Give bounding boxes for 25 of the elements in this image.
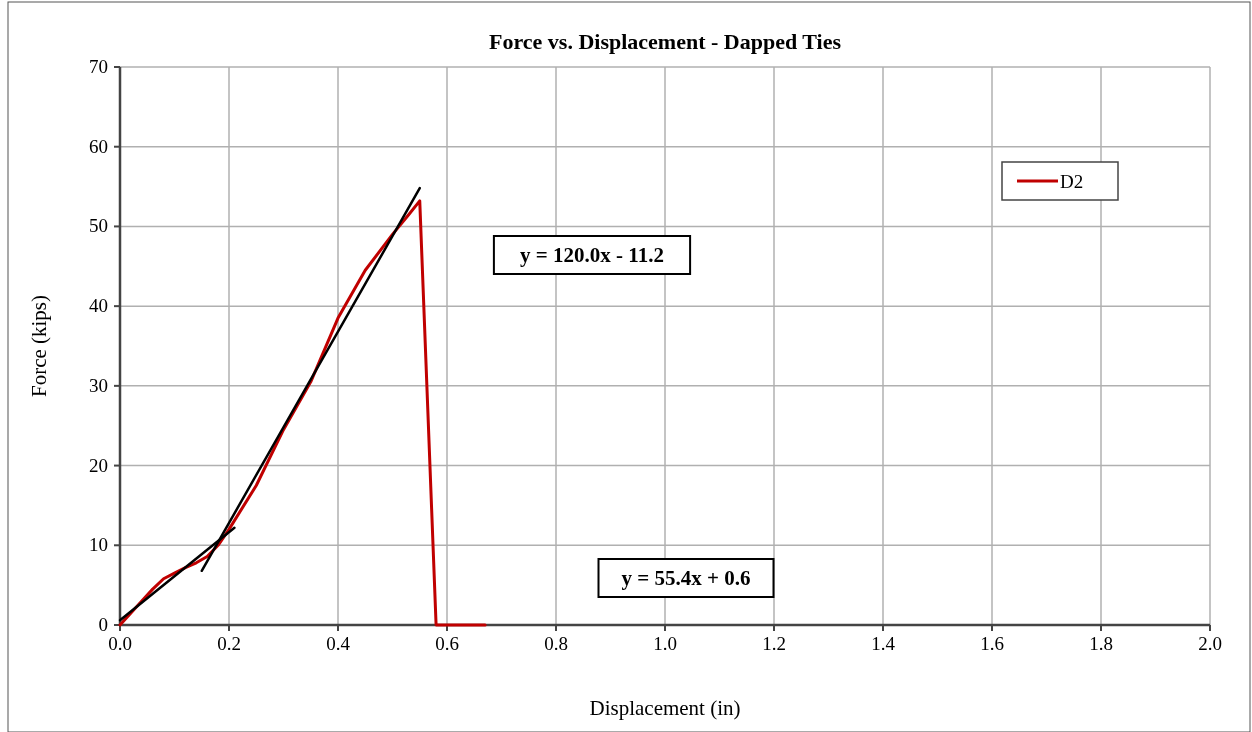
y-tick-label: 70 — [89, 56, 108, 77]
annotation: y = 120.0x - 11.2 — [520, 243, 664, 267]
annotation: y = 55.4x + 0.6 — [621, 566, 751, 590]
y-tick-label: 10 — [89, 534, 108, 556]
chart-title: Force vs. Displacement - Dapped Ties — [489, 29, 842, 54]
x-tick-label: 0.0 — [108, 633, 132, 654]
y-tick-label: 60 — [89, 135, 108, 157]
x-tick-label: 1.8 — [1089, 633, 1113, 654]
y-axis-title: Force (kips) — [27, 294, 51, 398]
x-tick-label: 2.0 — [1198, 633, 1222, 654]
x-tick-label: 1.4 — [871, 633, 896, 654]
x-tick-label: 0.8 — [544, 633, 568, 654]
legend-label: D2 — [1060, 171, 1084, 192]
x-tick-label: 0.6 — [435, 633, 459, 654]
x-tick-label: 0.4 — [326, 633, 351, 654]
y-tick-label: 30 — [89, 374, 108, 396]
y-tick-label: 0 — [98, 614, 108, 635]
x-tick-label: 1.6 — [980, 633, 1004, 654]
y-tick-label: 20 — [89, 454, 108, 476]
y-tick-label: 40 — [89, 295, 108, 317]
x-axis-title: Displacement (in) — [589, 696, 741, 720]
x-tick-label: 0.2 — [217, 633, 241, 654]
x-tick-label: 1.0 — [653, 633, 677, 654]
x-tick-label: 1.2 — [762, 633, 786, 654]
y-tick-label: 50 — [89, 215, 108, 237]
